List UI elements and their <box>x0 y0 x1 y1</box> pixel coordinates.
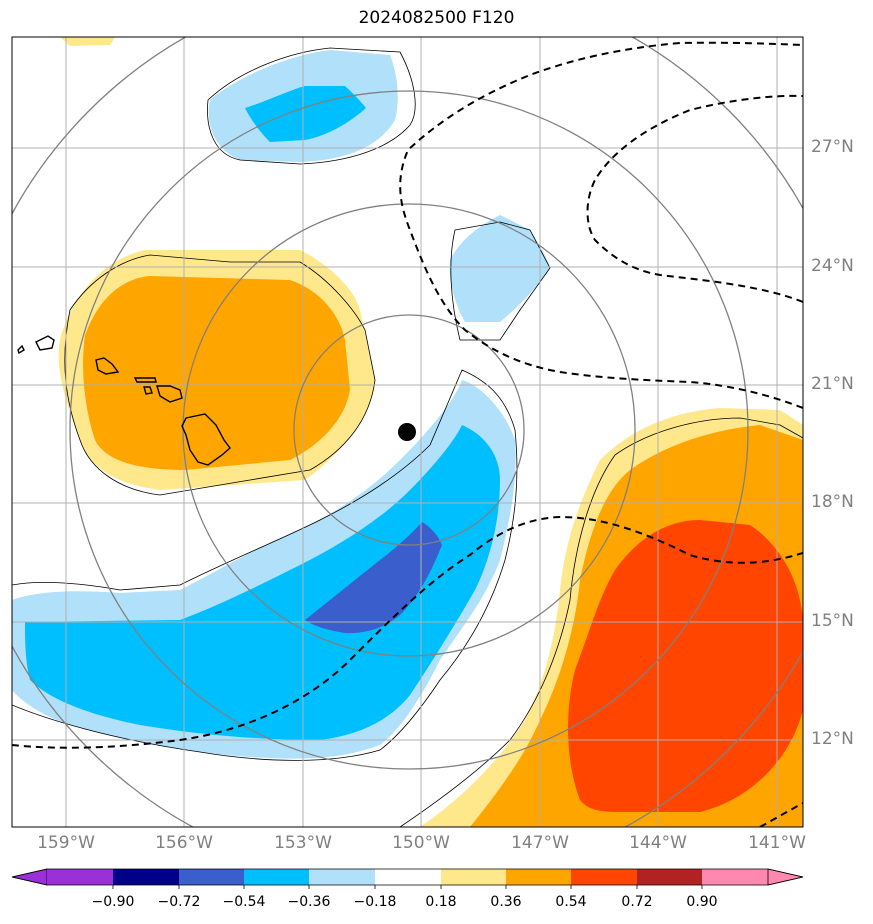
colorbar-tick-label: 0.18 <box>425 894 457 910</box>
map-frame <box>11 36 804 828</box>
lon-label-159w: 159°W <box>37 833 95 853</box>
lat-label-15n: 15°N <box>811 611 854 631</box>
colorbar-tick-label: −0.18 <box>353 894 397 910</box>
positive-anomaly-top <box>60 37 115 46</box>
colorbar-segment <box>179 869 244 885</box>
colorbar-segment <box>309 869 375 885</box>
colorbar-segment <box>375 869 441 885</box>
positive-anomaly-west-mid <box>83 276 350 470</box>
colorbar-segment <box>441 869 506 885</box>
colorbar-tick-label: 0.72 <box>621 894 653 910</box>
lat-label-24n: 24°N <box>811 256 854 276</box>
colorbar-segment <box>113 869 179 885</box>
colorbar-tick-label: −0.36 <box>287 894 331 910</box>
colorbar-tick-label: −0.90 <box>91 894 135 910</box>
colorbar-tick-label: −0.54 <box>222 894 266 910</box>
range-rings <box>12 37 803 827</box>
colorbar-tick-label: 0.90 <box>686 894 718 910</box>
dashed-contours <box>12 41 803 827</box>
lat-label-12n: 12°N <box>811 729 854 749</box>
lat-label-27n: 27°N <box>811 137 854 157</box>
colorbar-segment <box>702 869 768 885</box>
colorbar-extend-min <box>11 868 48 886</box>
anomaly-contours <box>12 47 803 827</box>
storm-center-marker <box>398 423 416 441</box>
lon-label-150w: 150°W <box>392 833 450 853</box>
colorbar-extend-max <box>767 868 804 886</box>
negative-anomaly-north-mid <box>245 86 366 142</box>
positive-anomaly-southeast-dark <box>568 520 803 812</box>
colorbar-segment <box>47 869 113 885</box>
lon-label-153w: 153°W <box>274 833 332 853</box>
hawaiian-islands <box>17 335 231 466</box>
lon-label-144w: 144°W <box>629 833 687 853</box>
graticule <box>12 37 803 827</box>
negative-anomaly-band-dark <box>305 522 442 634</box>
map-title: 2024082500 F120 <box>358 8 515 28</box>
colorbar-tick-label: 0.54 <box>555 894 587 910</box>
colorbar-tick-label: 0.36 <box>490 894 522 910</box>
lat-label-21n: 21°N <box>811 374 854 394</box>
lon-label-147w: 147°W <box>511 833 569 853</box>
colorbar-segment <box>506 869 571 885</box>
colorbar-segment <box>637 869 702 885</box>
lon-label-156w: 156°W <box>155 833 213 853</box>
colorbar <box>11 868 804 889</box>
lat-label-18n: 18°N <box>811 492 854 512</box>
colorbar-segment <box>571 869 637 885</box>
negative-anomaly-central-light <box>449 215 550 322</box>
lon-label-141w: 141°W <box>748 833 806 853</box>
colorbar-segment <box>244 869 309 885</box>
negative-anomaly-band-mid <box>25 425 500 740</box>
colorbar-tick-label: −0.72 <box>157 894 201 910</box>
